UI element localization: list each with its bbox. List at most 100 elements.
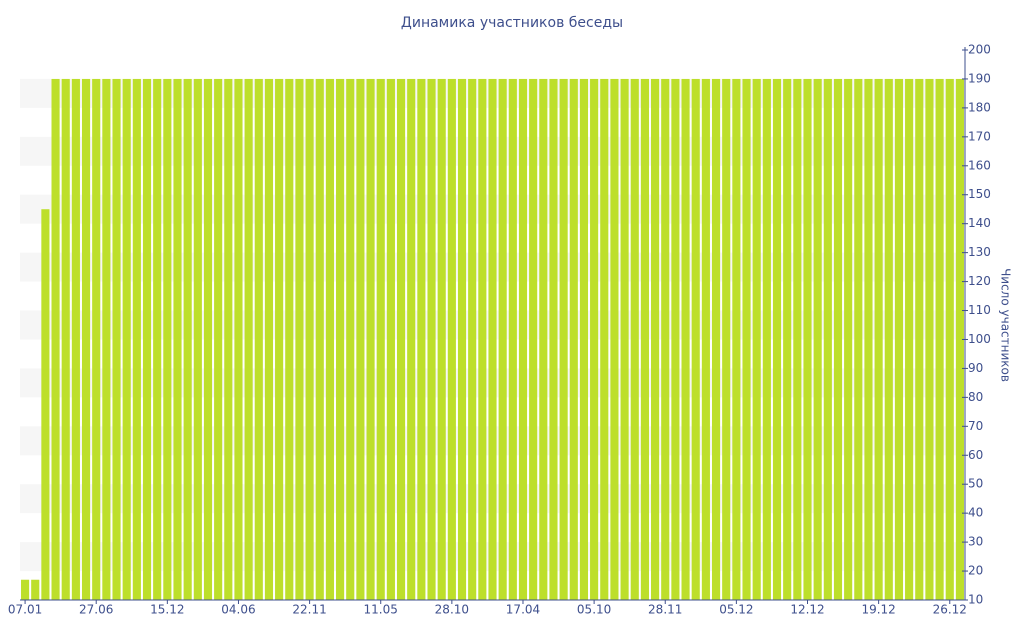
bar [549,78,558,600]
bar [579,78,589,600]
chart-title: Динамика участников беседы [401,15,623,31]
bar [173,78,182,600]
bar [437,78,446,600]
bar [295,78,304,600]
bar [945,78,954,600]
bar [569,78,578,600]
y-axis-title: Число участников [999,268,1013,382]
bar [915,78,924,600]
bar [336,78,345,600]
bar [61,78,70,600]
bar [610,78,619,600]
bar [386,78,395,600]
y-tick-label: 120 [968,274,991,288]
bar [905,78,914,600]
x-tick-label: 11.05 [364,603,398,617]
y-tick-label: 170 [968,129,991,143]
bar [752,78,761,600]
bar [732,78,741,600]
bar [884,78,893,600]
bar [955,78,964,600]
bar [488,78,497,600]
bar [244,78,253,600]
y-tick-label: 180 [968,100,991,114]
x-tick-label: 27.06 [79,603,113,617]
x-tick-label: 07.01 [8,603,42,617]
x-tick-label: 05.10 [577,603,611,617]
bar [508,78,517,600]
y-tick-label: 200 [968,43,991,57]
bar [671,78,680,600]
bar [701,78,710,600]
bar [41,209,50,601]
x-tick-label: 28.10 [435,603,469,617]
bar [529,78,538,600]
bar [447,78,456,600]
bar [823,78,832,600]
x-tick-label: 28.11 [648,603,682,617]
y-tick-label: 50 [968,477,983,491]
x-tick-label: 26.12 [933,603,967,617]
bar [325,78,334,600]
bar [640,78,649,600]
x-tick-label: 12.12 [790,603,824,617]
y-tick-label: 70 [968,419,983,433]
y-tick-label: 40 [968,506,983,520]
bar [894,78,904,600]
y-tick-label: 20 [968,564,983,578]
y-tick-label: 150 [968,187,991,201]
bar [854,78,863,600]
bar [600,78,609,600]
y-tick-label: 110 [968,303,991,317]
bar [498,78,507,600]
bar [457,78,467,600]
bar [711,78,721,600]
bar [305,78,314,600]
bar [234,78,243,600]
x-tick-label: 05.12 [719,603,753,617]
bar [92,78,101,600]
y-tick-label: 60 [968,448,983,462]
bar [71,78,80,600]
bar [224,78,233,600]
bar [275,78,284,600]
bar [142,78,152,600]
bar [356,78,365,600]
bar [122,78,131,600]
bar [21,579,30,600]
bar [935,78,944,600]
bar [112,78,121,600]
bar [793,78,802,600]
y-tick-label: 80 [968,390,983,404]
bar [691,78,700,600]
bar [193,78,202,600]
bar [81,78,91,600]
bar [539,78,548,600]
bar [254,78,263,600]
bar [681,78,690,600]
y-tick-label: 90 [968,361,983,375]
bar [590,78,599,600]
bar [132,78,141,600]
bar [163,78,172,600]
bar [214,78,223,600]
x-tick-label: 17.04 [506,603,540,617]
bar [264,78,274,600]
bar [803,78,812,600]
bar [722,78,731,600]
bar [630,78,639,600]
y-tick-label: 190 [968,71,991,85]
bar [813,78,822,600]
bar [468,78,477,600]
x-tick-label: 15.12 [150,603,184,617]
bar [366,78,375,600]
bar [478,78,487,600]
bar [762,78,771,600]
bar [315,78,324,600]
bar [31,579,40,600]
bar [203,78,213,600]
bar [844,78,853,600]
bar [661,78,670,600]
bar [559,78,568,600]
